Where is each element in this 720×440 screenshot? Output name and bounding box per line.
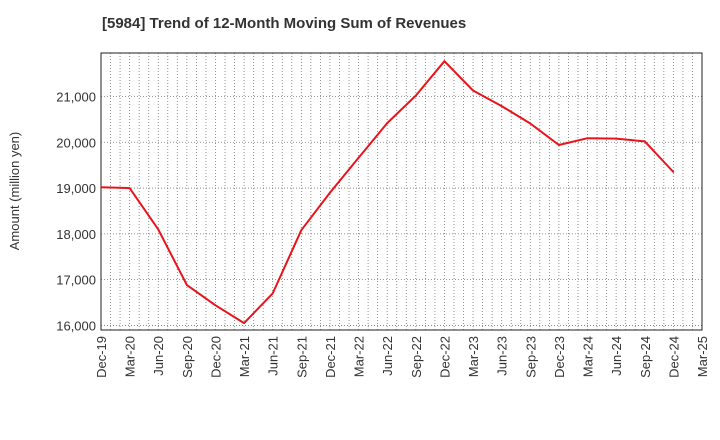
data-point — [643, 140, 646, 143]
data-point — [443, 60, 446, 63]
data-point — [157, 228, 160, 231]
grid-lines — [101, 53, 702, 330]
x-tick-label: Dec-23 — [552, 336, 567, 378]
data-point — [128, 187, 131, 189]
y-axis-tick-labels: 16,000 17,000 18,000 19,000 20,000 21,000 — [56, 89, 96, 333]
data-point — [271, 292, 274, 295]
x-tick-label: Jun-23 — [495, 336, 510, 376]
data-point — [214, 304, 217, 307]
y-tick-label: 20,000 — [56, 135, 96, 150]
x-tick-label: Jun-24 — [609, 336, 624, 376]
data-point — [586, 137, 589, 139]
x-tick-label: Mar-22 — [352, 336, 367, 377]
x-tick-label: Sep-20 — [180, 336, 195, 378]
y-axis-label: Amount (million yen) — [7, 132, 22, 251]
x-tick-label: Jun-22 — [380, 336, 395, 376]
x-tick-label: Dec-19 — [94, 336, 109, 378]
x-axis-tick-labels: Dec-19 Mar-20 Jun-20 Sep-20 Dec-20 Mar-21 Jun-… — [94, 336, 710, 378]
data-point — [500, 105, 503, 107]
chart-title: [5984] Trend of 12-Month Moving Sum of R… — [102, 15, 467, 32]
series-layer — [100, 60, 675, 325]
data-point — [186, 284, 188, 286]
x-tick-label: Mar-21 — [237, 336, 252, 377]
data-point — [386, 122, 388, 124]
data-point — [529, 122, 532, 125]
x-tick-label: Sep-23 — [523, 336, 538, 378]
x-tick-label: Dec-20 — [208, 336, 223, 378]
x-tick-label: Mar-23 — [466, 336, 481, 377]
x-tick-label: Jun-21 — [266, 336, 281, 376]
y-tick-label: 17,000 — [56, 273, 96, 288]
x-tick-label: Mar-20 — [123, 336, 138, 377]
data-point — [357, 157, 360, 159]
data-point — [415, 94, 417, 97]
x-tick-label: Mar-25 — [695, 336, 710, 377]
x-tick-label: Dec-24 — [666, 336, 681, 378]
x-tick-label: Dec-21 — [323, 336, 338, 378]
y-tick-label: 16,000 — [56, 318, 96, 333]
data-point — [100, 186, 102, 188]
y-tick-label: 18,000 — [56, 227, 96, 242]
data-point — [472, 89, 474, 92]
y-tick-label: 19,000 — [56, 181, 96, 196]
x-tick-label: Jun-20 — [151, 336, 166, 376]
x-tick-label: Mar-24 — [581, 336, 596, 377]
data-point — [558, 144, 560, 146]
x-tick-label: Dec-22 — [437, 336, 452, 378]
data-point — [615, 137, 617, 140]
x-tick-label: Sep-21 — [294, 336, 309, 378]
x-tick-label: Sep-24 — [638, 336, 653, 378]
data-point — [243, 322, 245, 324]
y-tick-label: 21,000 — [56, 89, 96, 104]
data-point — [329, 191, 331, 194]
series-line — [100, 60, 675, 325]
data-point — [672, 171, 675, 173]
plot-area-frame — [100, 52, 703, 331]
x-tick-label: Sep-22 — [409, 336, 424, 378]
data-point — [300, 229, 303, 231]
